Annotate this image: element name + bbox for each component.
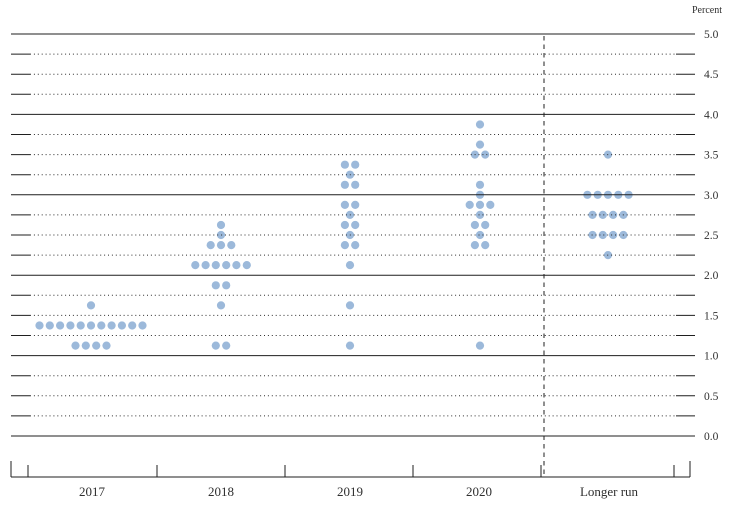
y-axis-tick-label: 4.5 <box>704 69 719 81</box>
projection-dot <box>475 210 485 219</box>
projection-dot <box>475 180 485 189</box>
y-axis-tick-label: 3.5 <box>704 150 719 162</box>
projection-dot <box>481 220 490 230</box>
y-axis-tick-label: 4.0 <box>704 109 719 121</box>
projection-dot <box>92 341 101 350</box>
projection-dot <box>598 210 607 219</box>
category-label: Longer run <box>580 484 639 499</box>
projection-dot <box>86 301 96 310</box>
projection-dot <box>475 341 485 350</box>
projection-dot <box>35 321 44 330</box>
projection-dot <box>102 341 111 350</box>
projection-dot <box>351 241 360 250</box>
projection-dot <box>206 241 215 250</box>
y-axis-tick-label: 0.5 <box>704 391 719 403</box>
projection-dot <box>201 261 210 270</box>
y-axis-unit-label: Percent <box>692 5 722 16</box>
y-axis-tick-label: 3.0 <box>704 190 719 202</box>
projection-dot <box>475 200 485 209</box>
projection-dot <box>609 230 618 240</box>
projection-dot <box>475 230 485 240</box>
y-axis-tick-label: 0.0 <box>704 431 719 443</box>
gridlines-layer <box>11 33 695 437</box>
projection-dot <box>351 200 360 209</box>
y-axis-tick-label: 5.0 <box>704 29 719 41</box>
projection-dot <box>340 200 349 209</box>
projection-dot <box>97 321 106 330</box>
projection-dot <box>481 241 490 250</box>
projection-dot <box>475 120 485 129</box>
category-label: 2018 <box>208 484 234 499</box>
projection-dot <box>222 261 231 270</box>
projection-dot <box>465 200 474 209</box>
y-axis-tick-label: 1.5 <box>704 310 719 322</box>
projection-dot <box>345 261 355 270</box>
projection-dot <box>598 230 607 240</box>
projection-dot <box>345 301 355 310</box>
projection-dot <box>107 321 116 330</box>
projection-dot <box>481 150 490 159</box>
projection-dot <box>340 220 349 230</box>
projection-dot <box>216 220 226 230</box>
projection-dot <box>470 241 479 250</box>
projection-dot <box>128 321 137 330</box>
projection-dot <box>242 261 251 270</box>
projection-dot <box>211 341 220 350</box>
projection-dot <box>117 321 126 330</box>
projection-dot <box>138 321 147 330</box>
y-axis-tick-label: 2.0 <box>704 270 719 282</box>
projection-dot <box>227 241 236 250</box>
dots-layer <box>35 120 633 350</box>
projection-dot <box>45 321 54 330</box>
projection-dot <box>216 230 226 240</box>
projection-dot <box>81 341 90 350</box>
projection-dot <box>475 140 485 149</box>
projection-dot <box>340 160 349 169</box>
axes-layer <box>10 36 691 478</box>
projection-dot <box>71 341 80 350</box>
projection-dot <box>66 321 75 330</box>
projection-dot <box>340 180 349 189</box>
projection-dot <box>222 341 231 350</box>
projection-dot <box>216 241 226 250</box>
projection-dot <box>345 341 355 350</box>
projection-dot <box>76 321 85 330</box>
projection-dot <box>340 241 349 250</box>
y-axis-tick-label: 2.5 <box>704 230 719 242</box>
projection-dot <box>486 200 495 209</box>
projection-dot <box>191 261 200 270</box>
projection-dot <box>211 261 220 270</box>
projection-dot <box>351 180 360 189</box>
category-label: 2020 <box>466 484 492 499</box>
projection-dot <box>56 321 65 330</box>
projection-dot <box>351 160 360 169</box>
category-label: 2017 <box>79 484 106 499</box>
projection-dot <box>351 220 360 230</box>
projection-dot <box>86 321 96 330</box>
labels-layer: 5.0 4.5 4.0 3.5 3.0 2.5 2.0 1.5 1.0 0.5 0.0 2017 201… <box>79 29 719 499</box>
y-axis-tick-label: 1.0 <box>704 351 719 363</box>
projection-dot <box>609 210 618 219</box>
projection-dot <box>470 220 479 230</box>
projection-dot <box>222 281 231 290</box>
projection-dot <box>232 261 241 270</box>
projection-dot <box>211 281 220 290</box>
projection-dot <box>216 301 226 310</box>
category-label: 2019 <box>337 484 363 499</box>
